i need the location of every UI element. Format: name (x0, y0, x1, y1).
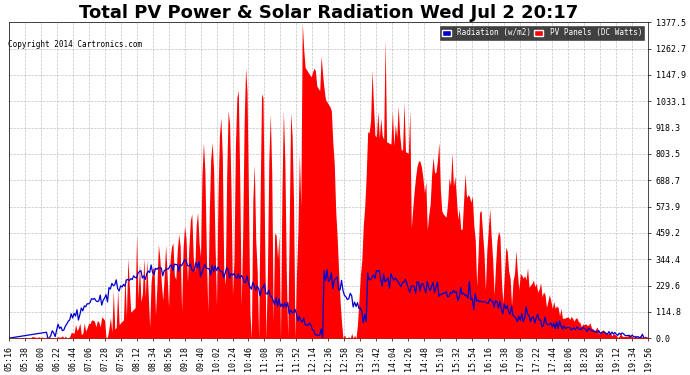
Legend: Radiation (w/m2), PV Panels (DC Watts): Radiation (w/m2), PV Panels (DC Watts) (440, 26, 644, 40)
Title: Total PV Power & Solar Radiation Wed Jul 2 20:17: Total PV Power & Solar Radiation Wed Jul… (79, 4, 578, 22)
Text: Copyright 2014 Cartronics.com: Copyright 2014 Cartronics.com (8, 40, 142, 49)
